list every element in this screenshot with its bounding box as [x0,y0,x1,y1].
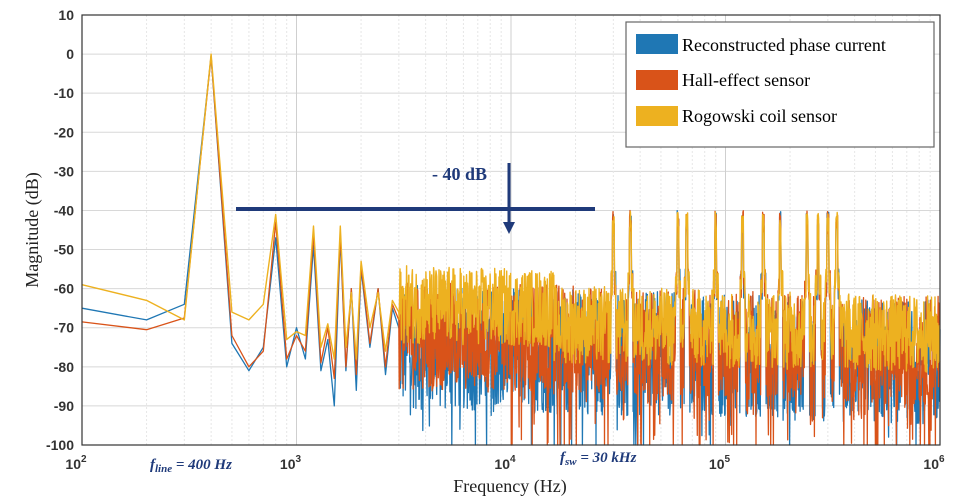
legend-swatch-rogowski [636,106,678,126]
f-sw-value: = 30 kHz [577,450,637,466]
y-tick-label: -70 [54,320,74,336]
legend-swatch-hall [636,70,678,90]
f-line-value: = 400 Hz [172,457,232,473]
y-tick-label: -50 [54,242,74,258]
y-tick-label: -30 [54,163,74,179]
y-tick-label: -100 [46,437,74,453]
y-axis-label: Magnitude (dB) [22,172,43,287]
x-tick-label: 106 [923,454,945,472]
legend-swatch-reconstructed [636,34,678,54]
y-tick-label: -20 [54,124,74,140]
drop-label: - 40 dB [432,164,487,184]
series-line-2 [81,53,941,373]
y-tick-label: 10 [58,7,74,23]
legend-label-reconstructed: Reconstructed phase current [682,35,886,55]
x-tick-label: 102 [65,454,87,472]
x-tick-label: 104 [494,454,516,472]
legend: Reconstructed phase current Hall-effect … [625,21,935,148]
f-line-subscript: line [155,463,172,475]
f-line-symbol: f [150,457,157,473]
y-tick-label: 0 [66,46,74,62]
y-tick-label: -40 [54,202,74,218]
series-layer [81,53,941,446]
series-line-1 [81,55,941,446]
plot-frame [81,14,941,446]
drop-arrow-head [503,222,515,234]
f-sw-symbol: f [560,450,567,466]
f-line-label: fline = 400 Hz [150,457,232,475]
f-sw-label: fsw = 30 kHz [560,450,637,468]
x-axis-ticks: 102 103 104 105 106 [65,454,945,472]
f-sw-subscript: sw [564,456,577,468]
legend-label-rogowski: Rogowski coil sensor [682,106,837,126]
y-axis-ticks: 10 0 -10 -20 -30 -40 -50 -60 -70 -80 -90 -100 [46,7,74,453]
y-tick-label: -10 [54,85,74,101]
drop-annotation: - 40 dB [236,163,595,234]
y-tick-label: -90 [54,398,74,414]
y-tick-label: -60 [54,281,74,297]
y-tick-label: -80 [54,359,74,375]
legend-label-hall: Hall-effect sensor [682,70,810,90]
x-tick-label: 103 [280,454,302,472]
x-axis-label: Frequency (Hz) [453,476,566,497]
x-tick-label: 105 [709,454,731,472]
